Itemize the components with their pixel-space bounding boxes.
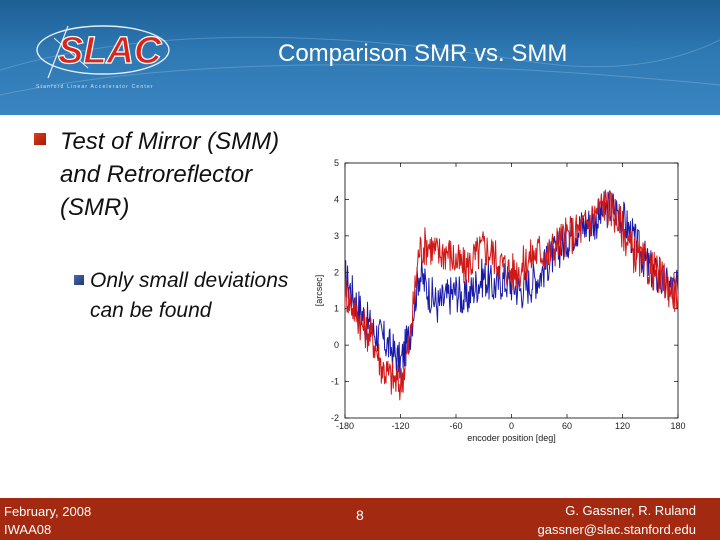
bullet-text-main: Test of Mirror (SMM) and Retroreflector …: [60, 128, 280, 221]
y-tick-label: 1: [334, 304, 339, 314]
y-tick-label: -1: [331, 377, 339, 387]
header-bar: SLAC Stanford Linear Accelerator Center …: [0, 0, 720, 115]
slac-logo: SLAC: [36, 25, 170, 79]
logo-wordmark: SLAC: [58, 30, 162, 72]
y-axis-label: [arcsec]: [314, 275, 324, 307]
x-tick-label: 180: [670, 421, 685, 431]
sub-bullet-square-icon: [74, 275, 84, 285]
y-tick-label: 5: [334, 158, 339, 168]
page-number: 8: [356, 507, 364, 523]
slide-title: Comparison SMR vs. SMM: [278, 40, 568, 67]
x-axis-label: encoder position [deg]: [467, 433, 556, 443]
footer-left: February, 2008 IWAA08: [4, 503, 91, 539]
series-line-smr: [344, 189, 679, 401]
logo-subtitle: Stanford Linear Accelerator Center: [36, 84, 154, 90]
x-tick-label: -60: [449, 421, 462, 431]
footer-date: February, 2008: [4, 504, 92, 519]
x-tick-label: -120: [391, 421, 409, 431]
x-tick-label: -180: [336, 421, 354, 431]
y-tick-label: 3: [334, 231, 339, 241]
footer-email: gassner@slac.stanford.edu: [537, 522, 696, 537]
y-tick-label: 0: [334, 340, 339, 350]
footer-author: G. Gassner, R. Ruland: [565, 503, 696, 518]
footer-right: G. Gassner, R. Ruland gassner@slac.stanf…: [538, 501, 696, 539]
x-tick-label: 60: [562, 421, 572, 431]
x-tick-label: 0: [509, 421, 514, 431]
y-tick-label: 4: [334, 194, 339, 204]
footer-event: IWAA08: [4, 522, 52, 537]
x-tick-label: 120: [615, 421, 630, 431]
bullet-square-icon: [34, 133, 46, 145]
logo-orbit: [36, 25, 170, 75]
deviation-chart: -180 -120 -60 0 60 120 180 5 4 3 2 1 0 -1 -2 encoder po…: [314, 158, 686, 443]
y-tick-label: -2: [331, 413, 339, 423]
logo-spark: [53, 37, 89, 69]
footer-bar: [0, 498, 720, 540]
y-tick-label: 2: [334, 267, 339, 277]
logo-spark: [47, 25, 69, 79]
bullet-text-sub: Only small deviations can be found: [90, 269, 289, 322]
header-swoosh-decoration: [0, 36, 720, 96]
